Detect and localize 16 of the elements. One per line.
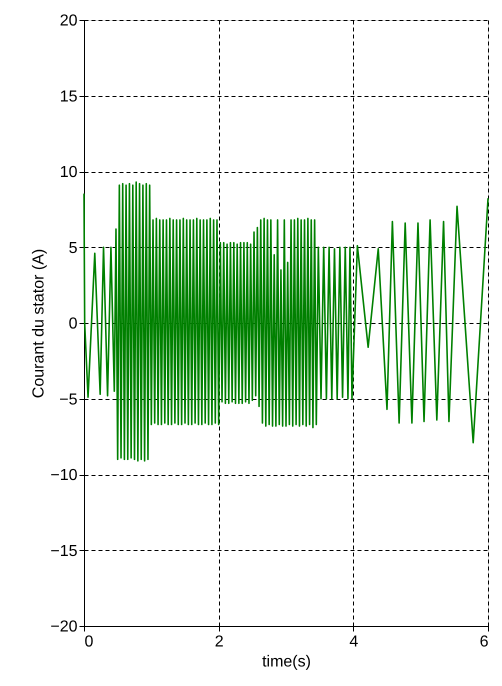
y-tick-label: 0 (68, 316, 78, 332)
line-series (83, 181, 489, 462)
y-tick-label: 5 (68, 240, 78, 257)
x-tick-label: 6 (480, 634, 489, 650)
x-tick-label: 0 (84, 634, 94, 650)
y-tick-label: −15 (50, 542, 78, 560)
y-tick-label: 15 (60, 88, 78, 106)
y-axis-title: Courant du stator (A) (30, 248, 48, 398)
x-tick-label: 2 (214, 634, 224, 650)
x-axis-title: time(s) (262, 654, 311, 670)
y-tick-label: 10 (60, 164, 78, 181)
x-tick-label: 4 (349, 634, 358, 650)
y-tick-label: −20 (50, 618, 78, 636)
y-tick-label: −10 (50, 467, 78, 484)
y-tick-label: 20 (60, 12, 78, 30)
y-tick-label: −5 (59, 391, 78, 408)
